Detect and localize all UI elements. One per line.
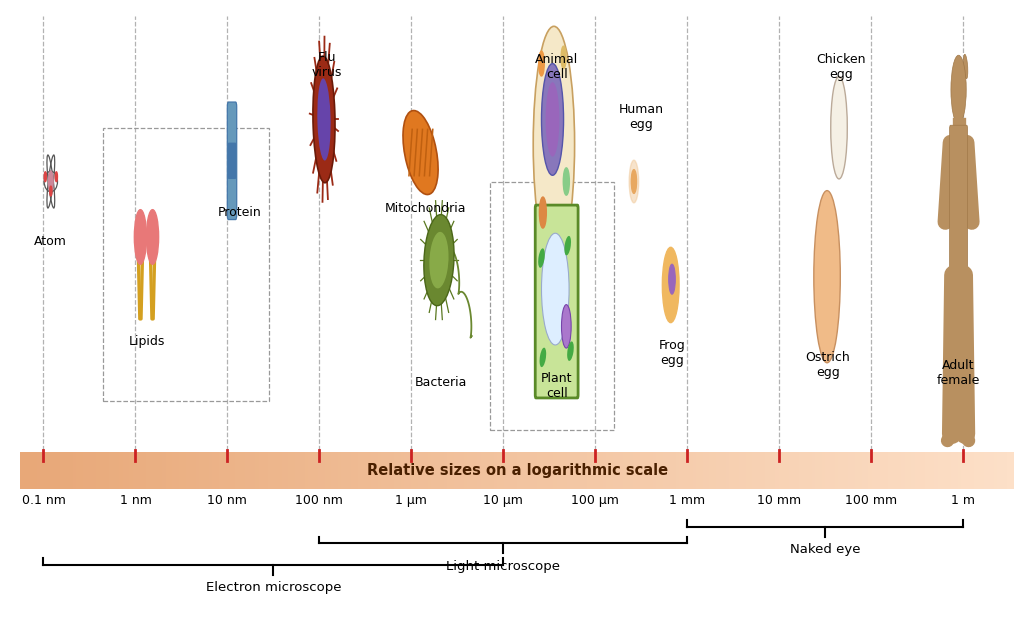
Circle shape [134,210,146,265]
Ellipse shape [964,54,968,79]
Bar [489,181,613,430]
Text: Human
egg: Human egg [618,103,664,131]
Circle shape [561,46,566,68]
Text: Light microscope: Light microscope [446,560,560,573]
Ellipse shape [567,341,573,361]
Ellipse shape [540,348,546,367]
Text: Ostrich
egg: Ostrich egg [806,351,850,379]
Circle shape [50,186,52,196]
Text: Electron microscope: Electron microscope [206,581,341,594]
Circle shape [669,264,676,294]
Ellipse shape [539,249,545,268]
Text: Flu
virus: Flu virus [311,51,342,79]
FancyBboxPatch shape [227,102,237,220]
Text: 100 mm: 100 mm [845,495,897,507]
Text: 10 nm: 10 nm [208,495,248,507]
Text: Atom: Atom [35,235,68,249]
Text: 0.1 nm: 0.1 nm [22,495,66,507]
Text: Lipids: Lipids [128,335,165,348]
Circle shape [563,168,569,195]
FancyBboxPatch shape [228,142,237,179]
Ellipse shape [403,111,438,194]
Circle shape [631,170,637,194]
Ellipse shape [542,63,563,175]
Ellipse shape [313,56,335,183]
Text: Adult
female: Adult female [937,360,980,387]
Text: Animal
cell: Animal cell [536,53,579,81]
Text: Bacteria: Bacteria [415,376,467,389]
Text: 10 mm: 10 mm [757,495,802,507]
Text: Mitochondria: Mitochondria [384,202,466,215]
Ellipse shape [424,215,454,305]
Circle shape [540,197,547,228]
Text: 1 mm: 1 mm [670,495,706,507]
Text: 100 nm: 100 nm [296,495,343,507]
Bar [103,128,268,401]
Text: 1 m: 1 m [951,495,975,507]
Circle shape [48,171,53,192]
Text: 10 μm: 10 μm [483,495,523,507]
Text: 100 μm: 100 μm [571,495,620,507]
Text: 1 μm: 1 μm [395,495,427,507]
Text: Protein: Protein [217,206,261,219]
Circle shape [663,247,679,323]
FancyBboxPatch shape [949,125,968,279]
Ellipse shape [564,236,571,256]
Ellipse shape [542,233,569,345]
Text: Chicken
egg: Chicken egg [816,53,865,81]
Text: Frog
egg: Frog egg [659,339,686,367]
Circle shape [951,55,967,124]
Ellipse shape [561,305,571,348]
Ellipse shape [317,79,331,160]
Text: Relative sizes on a logarithmic scale: Relative sizes on a logarithmic scale [367,463,668,478]
Circle shape [55,172,57,181]
Circle shape [146,210,159,265]
Ellipse shape [546,82,559,157]
Circle shape [539,51,544,76]
Ellipse shape [429,232,449,288]
Ellipse shape [830,77,847,179]
Text: Naked eye: Naked eye [790,543,860,556]
Text: Plant
cell: Plant cell [541,372,572,400]
Ellipse shape [534,26,574,262]
FancyBboxPatch shape [536,205,579,398]
Circle shape [44,172,46,181]
Text: 1 nm: 1 nm [120,495,152,507]
Ellipse shape [814,190,841,363]
Circle shape [629,160,639,203]
